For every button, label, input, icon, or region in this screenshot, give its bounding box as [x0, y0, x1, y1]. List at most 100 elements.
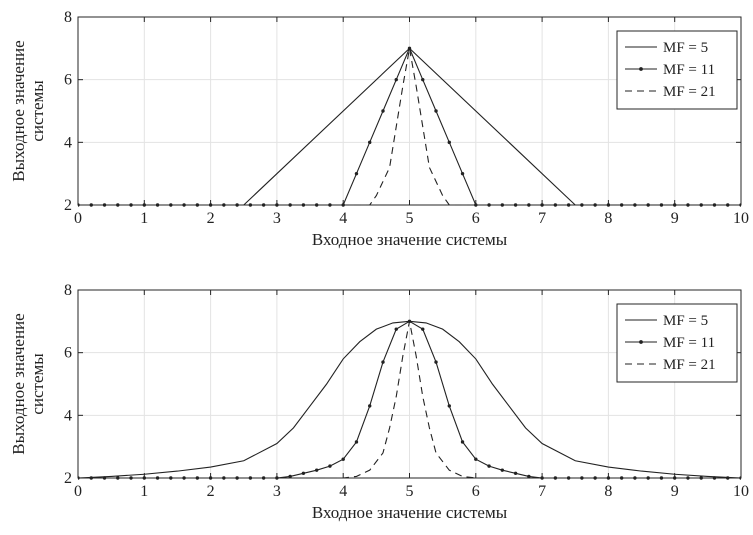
y-tick-label: 8: [64, 9, 72, 26]
legend-marker: [639, 67, 643, 71]
x-tick-label: 1: [140, 210, 148, 227]
legend-marker: [639, 340, 643, 344]
data-point: [434, 360, 438, 364]
data-point: [619, 476, 624, 480]
chart-panel-1: 0 1 2 3 4 5 6 7 8 9 10 2 4 6 8 Входное значение системы…: [9, 9, 749, 249]
data-point: [301, 203, 306, 207]
series-mf-21: [78, 321, 741, 479]
legend-box: [616, 30, 738, 110]
data-point: [368, 404, 372, 408]
data-point: [580, 203, 584, 207]
x-tick-label: 10: [733, 483, 749, 500]
legend: MF = 5 MF = 11 MF = 21: [616, 303, 738, 383]
data-point: [328, 464, 332, 468]
data-point: [726, 476, 730, 480]
data-point: [407, 46, 412, 51]
data-point: [460, 440, 465, 444]
legend-label: MF = 11: [663, 62, 715, 78]
legend-label: MF = 5: [663, 40, 708, 56]
data-point: [606, 203, 611, 207]
x-tick-label: 4: [339, 483, 347, 500]
data-point: [314, 468, 319, 472]
data-point: [341, 457, 345, 461]
data-point: [182, 476, 186, 480]
chart-panel-2: 0 1 2 3 4 5 6 7 8 9 10 2 4 6 8 Входное значение системы…: [9, 282, 749, 522]
x-tick-label: 8: [604, 483, 612, 500]
y-tick-label: 2: [64, 197, 72, 214]
x-tick-label: 10: [733, 210, 749, 227]
data-point: [434, 109, 438, 113]
data-point: [195, 476, 200, 480]
x-tick-label: 2: [207, 483, 215, 500]
legend-label: MF = 11: [663, 335, 715, 351]
legend: MF = 5 MF = 11 MF = 21: [616, 30, 738, 110]
data-point: [712, 476, 717, 480]
data-point: [487, 464, 491, 468]
data-point: [527, 474, 531, 479]
x-tick-label: 0: [74, 483, 82, 500]
data-point: [381, 109, 385, 113]
data-point: [328, 203, 332, 207]
data-point: [447, 140, 451, 145]
data-point: [421, 77, 425, 82]
x-tick-label: 3: [273, 483, 281, 500]
legend-box: [616, 303, 738, 383]
x-tick-label: 9: [671, 210, 679, 227]
x-tick-label: 7: [538, 210, 546, 227]
data-point: [288, 474, 292, 479]
data-point: [593, 203, 597, 207]
data-point: [301, 471, 306, 475]
y-axis-label-line: системы: [28, 353, 47, 415]
data-point: [474, 203, 478, 207]
y-axis-label: Выходное значениесистемы: [9, 313, 47, 454]
data-point: [314, 203, 319, 207]
data-point: [739, 476, 741, 480]
data-point: [500, 203, 505, 207]
y-axis-label: Выходное значениесистемы: [9, 40, 47, 181]
x-tick-label: 3: [273, 210, 281, 227]
x-axis-label: Входное значение системы: [312, 230, 508, 249]
x-tick-label: 6: [472, 210, 480, 227]
data-point: [739, 203, 741, 207]
x-axis-label: Входное значение системы: [312, 503, 508, 522]
x-tick-label: 8: [604, 210, 612, 227]
data-point: [169, 476, 173, 480]
x-tick-label: 7: [538, 483, 546, 500]
data-point: [368, 140, 372, 145]
y-axis-label-line: системы: [28, 80, 47, 142]
data-point: [421, 327, 425, 331]
x-tick-label: 9: [671, 483, 679, 500]
x-tick-label: 1: [140, 483, 148, 500]
data-point: [606, 476, 611, 480]
data-point: [580, 476, 584, 480]
data-point: [513, 471, 518, 475]
x-tick-label: 5: [406, 210, 414, 227]
data-point: [155, 203, 160, 207]
legend-label: MF = 21: [663, 357, 716, 373]
data-point: [394, 77, 398, 82]
y-axis-label-line: Выходное значение: [9, 40, 28, 181]
y-tick-label: 8: [64, 282, 72, 299]
y-tick-label: 4: [64, 134, 72, 151]
data-point: [354, 171, 359, 176]
y-tick-label: 2: [64, 470, 72, 487]
data-point: [712, 203, 717, 207]
data-point: [474, 457, 478, 461]
data-point: [381, 360, 385, 364]
data-point: [195, 203, 200, 207]
y-tick-label: 6: [64, 345, 72, 362]
series-line: [78, 321, 741, 479]
x-tick-label: 6: [472, 483, 480, 500]
data-point: [155, 476, 160, 480]
data-point: [288, 203, 292, 207]
y-tick-label: 4: [64, 407, 72, 424]
x-tick-label: 5: [406, 483, 414, 500]
data-point: [447, 404, 451, 408]
data-point: [182, 203, 186, 207]
legend-label: MF = 5: [663, 313, 708, 329]
data-point: [169, 203, 173, 207]
data-point: [726, 203, 730, 207]
data-point: [354, 440, 359, 444]
data-point: [394, 327, 398, 331]
